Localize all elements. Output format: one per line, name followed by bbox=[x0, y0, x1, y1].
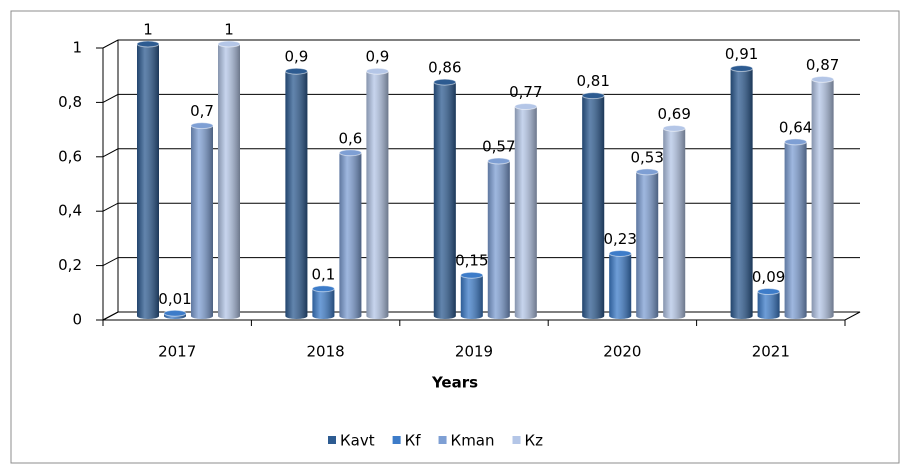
bar-top bbox=[581, 92, 605, 100]
bar-top bbox=[284, 67, 308, 75]
bar-top bbox=[730, 64, 754, 72]
data-label: 1 bbox=[143, 21, 153, 39]
x-tick-label: 2021 bbox=[752, 343, 790, 361]
bar-shade bbox=[811, 79, 834, 319]
legend-label: Кavt bbox=[340, 432, 375, 450]
data-label: 0,57 bbox=[482, 137, 515, 155]
data-label: 0,9 bbox=[365, 48, 389, 66]
bar-top bbox=[433, 78, 457, 86]
legend-swatch bbox=[328, 436, 336, 444]
bar-top bbox=[460, 271, 484, 279]
data-label: 0,7 bbox=[190, 102, 214, 120]
bar-top bbox=[163, 309, 187, 317]
bar-shade bbox=[137, 44, 159, 319]
y-tick-label: 0,4 bbox=[58, 202, 82, 220]
grid-line bbox=[102, 39, 860, 49]
data-label: 0,69 bbox=[657, 105, 690, 123]
x-tick-label: 2020 bbox=[603, 343, 641, 361]
bar-top bbox=[757, 288, 781, 296]
bar-shade bbox=[663, 128, 686, 319]
legend-label: Кf bbox=[405, 432, 422, 450]
bar-shade bbox=[757, 291, 780, 319]
bar-top bbox=[784, 138, 808, 146]
data-label: 0,81 bbox=[576, 72, 609, 90]
legend-label: Кz bbox=[525, 432, 544, 450]
x-tick-label: 2019 bbox=[455, 343, 493, 361]
bar-top bbox=[514, 103, 538, 111]
bar-shade bbox=[218, 44, 240, 319]
bar-shade bbox=[582, 95, 605, 320]
data-label: 0,64 bbox=[779, 118, 812, 136]
data-label: 0,01 bbox=[158, 290, 191, 308]
y-tick-label: 0 bbox=[72, 311, 82, 329]
bar-top bbox=[217, 40, 241, 48]
bar-shade bbox=[366, 71, 389, 319]
grid-line bbox=[102, 202, 860, 212]
bar-shade bbox=[730, 68, 753, 319]
bar-shade bbox=[339, 152, 362, 319]
legend-swatch bbox=[438, 436, 447, 444]
data-label: 0,1 bbox=[311, 265, 335, 283]
x-tick-label: 2017 bbox=[158, 343, 196, 361]
y-tick-label: 0,2 bbox=[58, 256, 82, 274]
legend-label: Кman bbox=[451, 432, 495, 450]
grid-line bbox=[102, 93, 860, 103]
bar-shade bbox=[636, 171, 659, 319]
bar-top bbox=[662, 124, 686, 132]
bar-top bbox=[608, 249, 632, 257]
data-label: 0,77 bbox=[509, 83, 542, 101]
bar-top bbox=[811, 75, 835, 83]
bar-shade bbox=[164, 313, 186, 319]
data-label: 0,23 bbox=[603, 230, 636, 248]
data-label: 0,15 bbox=[455, 252, 488, 270]
bar-shade bbox=[312, 288, 335, 319]
grid-line bbox=[102, 148, 860, 158]
bar-shade bbox=[460, 275, 483, 319]
data-label: 0,53 bbox=[630, 148, 663, 166]
bar-shade bbox=[514, 106, 537, 319]
y-tick-label: 1 bbox=[72, 39, 82, 57]
y-tick-label: 0,8 bbox=[58, 93, 82, 111]
bar-top bbox=[365, 67, 389, 75]
bar-top bbox=[136, 40, 160, 48]
bar-shade bbox=[784, 141, 807, 319]
data-label: 0,9 bbox=[284, 48, 308, 66]
bar-top bbox=[487, 157, 511, 165]
bar-top bbox=[338, 149, 362, 157]
data-label: 0,86 bbox=[428, 59, 461, 77]
bar-top bbox=[190, 122, 214, 130]
data-label: 1 bbox=[224, 21, 234, 39]
legend-swatch bbox=[512, 436, 521, 444]
bar-shade bbox=[609, 253, 632, 319]
legend-swatch bbox=[392, 436, 401, 444]
bar-shade bbox=[433, 82, 456, 319]
x-tick-label: 2018 bbox=[307, 343, 345, 361]
data-label: 0,91 bbox=[725, 45, 758, 63]
bar-shade bbox=[285, 71, 308, 319]
bar-shade bbox=[487, 160, 510, 319]
data-label: 0,6 bbox=[338, 129, 362, 147]
bar-top bbox=[311, 285, 335, 293]
y-tick-label: 0,6 bbox=[58, 147, 82, 165]
bar-shade bbox=[191, 125, 213, 319]
x-axis-label: Years bbox=[431, 374, 478, 392]
bar-top bbox=[635, 168, 659, 176]
data-label: 0,87 bbox=[806, 56, 839, 74]
data-label: 0,09 bbox=[752, 268, 785, 286]
